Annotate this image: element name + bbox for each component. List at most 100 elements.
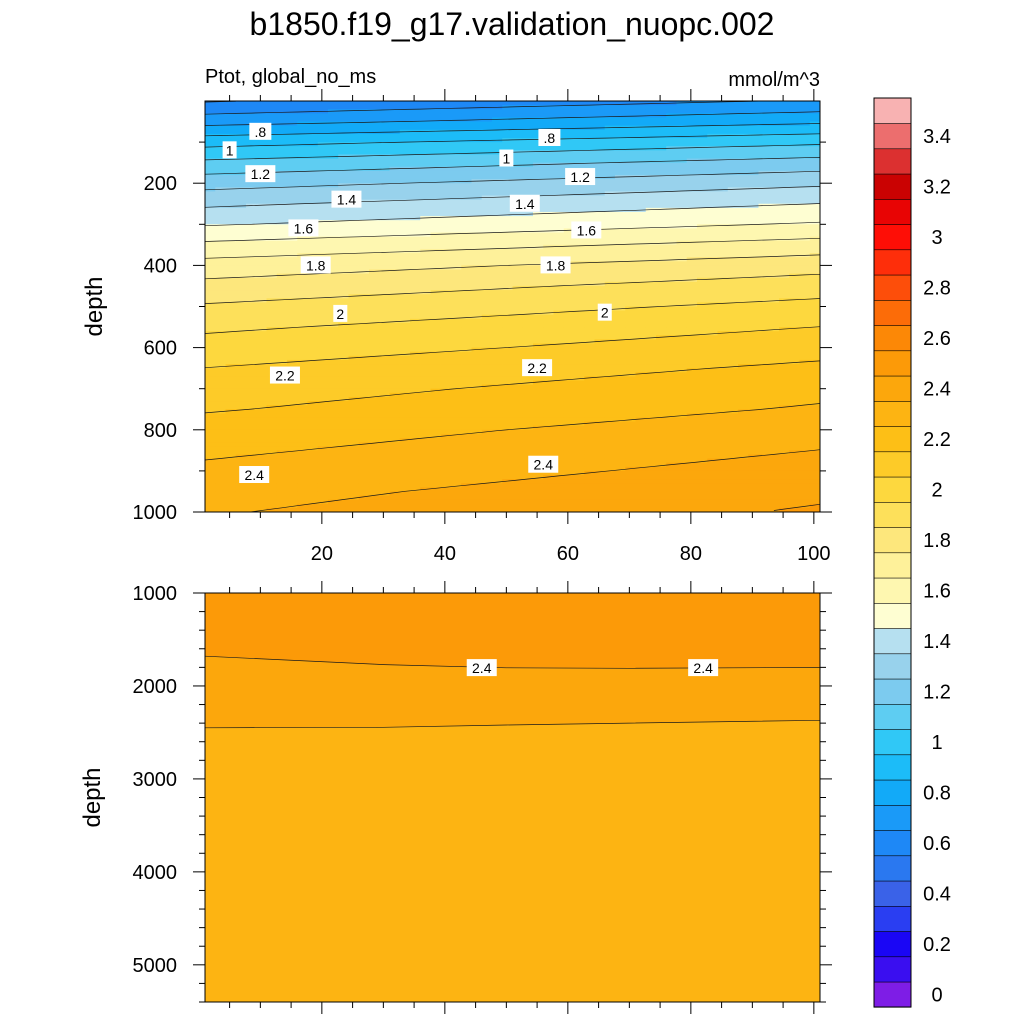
contour-fill-cell <box>338 150 350 156</box>
contour-fill-cell <box>297 195 309 201</box>
contour-fill-cell <box>358 150 370 156</box>
contour-fill-cell <box>287 216 298 221</box>
contour-fill-cell <box>328 216 339 221</box>
contour-fill-cell <box>399 339 411 345</box>
contour-fill-cell <box>615 462 626 468</box>
contour-fill-cell <box>492 405 503 410</box>
contour-fill-cell <box>348 368 360 373</box>
contour-fill-cell <box>205 248 216 254</box>
contour-fill-cell <box>420 450 432 456</box>
contour-fill-cell <box>297 491 309 497</box>
contour-fill-cell <box>481 438 493 443</box>
contour-fill-cell <box>348 253 360 258</box>
contour-fill-cell <box>707 211 719 217</box>
contour-fill-cell <box>215 129 227 135</box>
contour-fill-cell <box>686 392 698 398</box>
contour-fill-cell <box>686 417 698 423</box>
contour-fill-cell <box>399 314 411 320</box>
contour-fill-cell <box>707 466 719 472</box>
contour-fill-cell <box>471 220 483 225</box>
contour-fill-cell <box>697 125 708 131</box>
contour-fill-cell <box>410 257 421 262</box>
contour-fill-cell <box>615 117 626 123</box>
contour-fill-cell <box>656 347 667 353</box>
contour-fill-cell <box>215 376 227 382</box>
contour-fill-cell <box>502 166 514 172</box>
contour-fill-cell <box>512 253 524 258</box>
contour-fill-cell <box>215 220 227 225</box>
contour-fill-cell <box>451 248 462 254</box>
contour-fill-cell <box>379 290 391 295</box>
contour-fill-cell <box>235 129 247 135</box>
contour-fill-cell <box>215 257 227 262</box>
contour-fill-cell <box>317 429 329 435</box>
contour-fill-cell <box>461 339 473 345</box>
contour-fill-cell <box>358 191 370 197</box>
contour-fill-cell <box>543 417 555 423</box>
contour-fill-cell <box>574 183 585 188</box>
contour-fill-cell <box>379 368 391 373</box>
contour-fill-cell <box>440 273 452 279</box>
contour-fill-cell <box>461 240 473 246</box>
contour-fill-cell <box>522 166 534 172</box>
contour-fill-cell <box>440 265 452 271</box>
contour-fill-cell <box>307 450 319 456</box>
contour-fill-cell <box>399 294 411 299</box>
contour-fill-cell <box>502 466 514 472</box>
contour-fill-cell <box>481 380 493 386</box>
contour-fill-cell <box>481 294 493 299</box>
contour-fill-cell <box>338 359 350 365</box>
contour-fill-cell <box>686 195 698 201</box>
contour-fill-cell <box>553 277 565 283</box>
contour-fill-cell <box>348 388 360 394</box>
contour-fill-cell <box>235 454 247 460</box>
contour-fill-cell <box>676 183 688 188</box>
contour-fill-cell <box>297 405 309 410</box>
contour-fill-cell <box>543 121 555 127</box>
contour-fill-cell <box>543 232 555 238</box>
contour-fill-cell <box>604 277 616 283</box>
contour-fill-cell <box>502 211 514 217</box>
contour-fill-cell <box>379 454 391 460</box>
contour-fill-cell <box>440 166 452 172</box>
contour-fill-cell <box>307 433 319 439</box>
contour-fill-cell <box>266 446 278 451</box>
contour-fill-cell <box>492 207 503 213</box>
contour-fill-cell <box>287 466 298 472</box>
contour-fill-cell <box>471 417 483 423</box>
contour-fill-cell <box>451 113 462 119</box>
contour-fill-cell <box>645 125 657 131</box>
contour-fill-cell <box>389 462 401 468</box>
contour-fill-cell <box>235 150 247 156</box>
contour-fill-cell <box>399 466 411 472</box>
contour-fill-cell <box>574 413 585 419</box>
contour-fill-cell <box>543 470 555 476</box>
contour-fill-cell <box>666 310 678 316</box>
contour-fill-cell <box>543 335 555 340</box>
contour-fill-cell <box>553 158 565 164</box>
contour-fill-cell <box>666 121 678 127</box>
contour-fill-cell <box>471 425 483 431</box>
contour-fill-cell <box>656 228 667 234</box>
contour-fill-cell <box>338 265 350 271</box>
contour-fill-cell <box>205 306 216 312</box>
contour-fill-cell <box>246 302 257 308</box>
contour-fill-cell <box>297 302 309 308</box>
contour-fill-cell <box>645 187 657 193</box>
contour-fill-cell <box>358 216 370 221</box>
contour-fill-cell <box>543 281 555 287</box>
contour-fill-cell <box>461 170 473 176</box>
contour-fill-cell <box>461 470 473 476</box>
contour-fill-cell <box>235 125 247 131</box>
contour-fill-cell <box>246 429 257 435</box>
contour-fill-cell <box>676 335 688 340</box>
contour-fill-cell <box>676 503 688 509</box>
contour-fill-cell <box>594 466 606 472</box>
contour-fill-cell <box>399 105 411 110</box>
contour-fill-cell <box>666 154 678 160</box>
contour-fill-cell <box>481 113 493 119</box>
contour-fill-cell <box>399 442 411 447</box>
contour-fill-cell <box>440 339 452 345</box>
contour-fill-cell <box>686 331 698 336</box>
contour-fill-cell <box>522 347 534 353</box>
